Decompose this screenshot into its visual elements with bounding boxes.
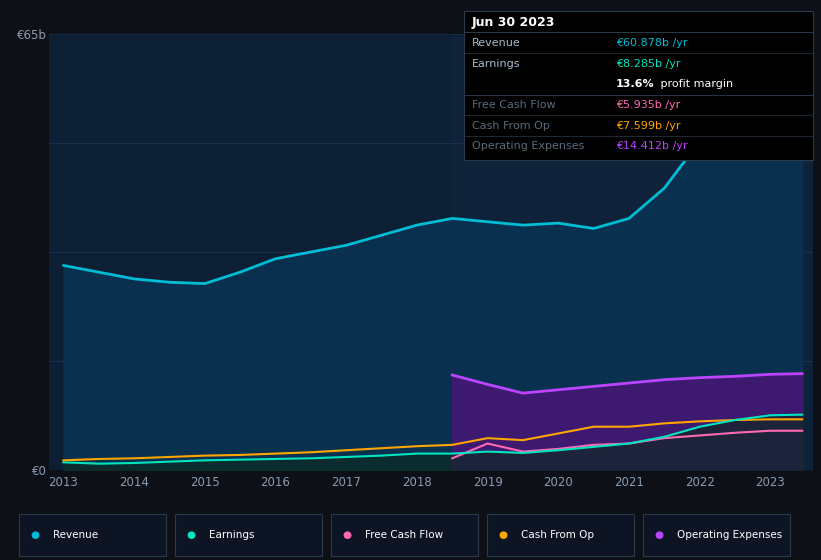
Text: €60.878b /yr: €60.878b /yr (616, 38, 687, 48)
Text: Free Cash Flow: Free Cash Flow (365, 530, 443, 540)
Text: Earnings: Earnings (209, 530, 255, 540)
Text: ●: ● (655, 530, 663, 540)
Text: Free Cash Flow: Free Cash Flow (472, 100, 556, 110)
Text: ●: ● (31, 530, 39, 540)
Text: Operating Expenses: Operating Expenses (472, 142, 585, 151)
Text: ●: ● (343, 530, 351, 540)
Text: ●: ● (187, 530, 195, 540)
Text: €14.412b /yr: €14.412b /yr (616, 142, 687, 151)
Text: 13.6%: 13.6% (616, 80, 654, 89)
Text: Revenue: Revenue (472, 38, 521, 48)
Text: €7.599b /yr: €7.599b /yr (616, 121, 681, 130)
Text: Revenue: Revenue (53, 530, 99, 540)
Text: Cash From Op: Cash From Op (521, 530, 594, 540)
Text: €5.935b /yr: €5.935b /yr (616, 100, 680, 110)
Text: profit margin: profit margin (657, 80, 733, 89)
Text: €8.285b /yr: €8.285b /yr (616, 59, 681, 68)
Text: Earnings: Earnings (472, 59, 521, 68)
Text: ●: ● (499, 530, 507, 540)
Text: Operating Expenses: Operating Expenses (677, 530, 782, 540)
Text: Jun 30 2023: Jun 30 2023 (472, 16, 556, 29)
Bar (452, 34, 813, 470)
Text: Cash From Op: Cash From Op (472, 121, 550, 130)
